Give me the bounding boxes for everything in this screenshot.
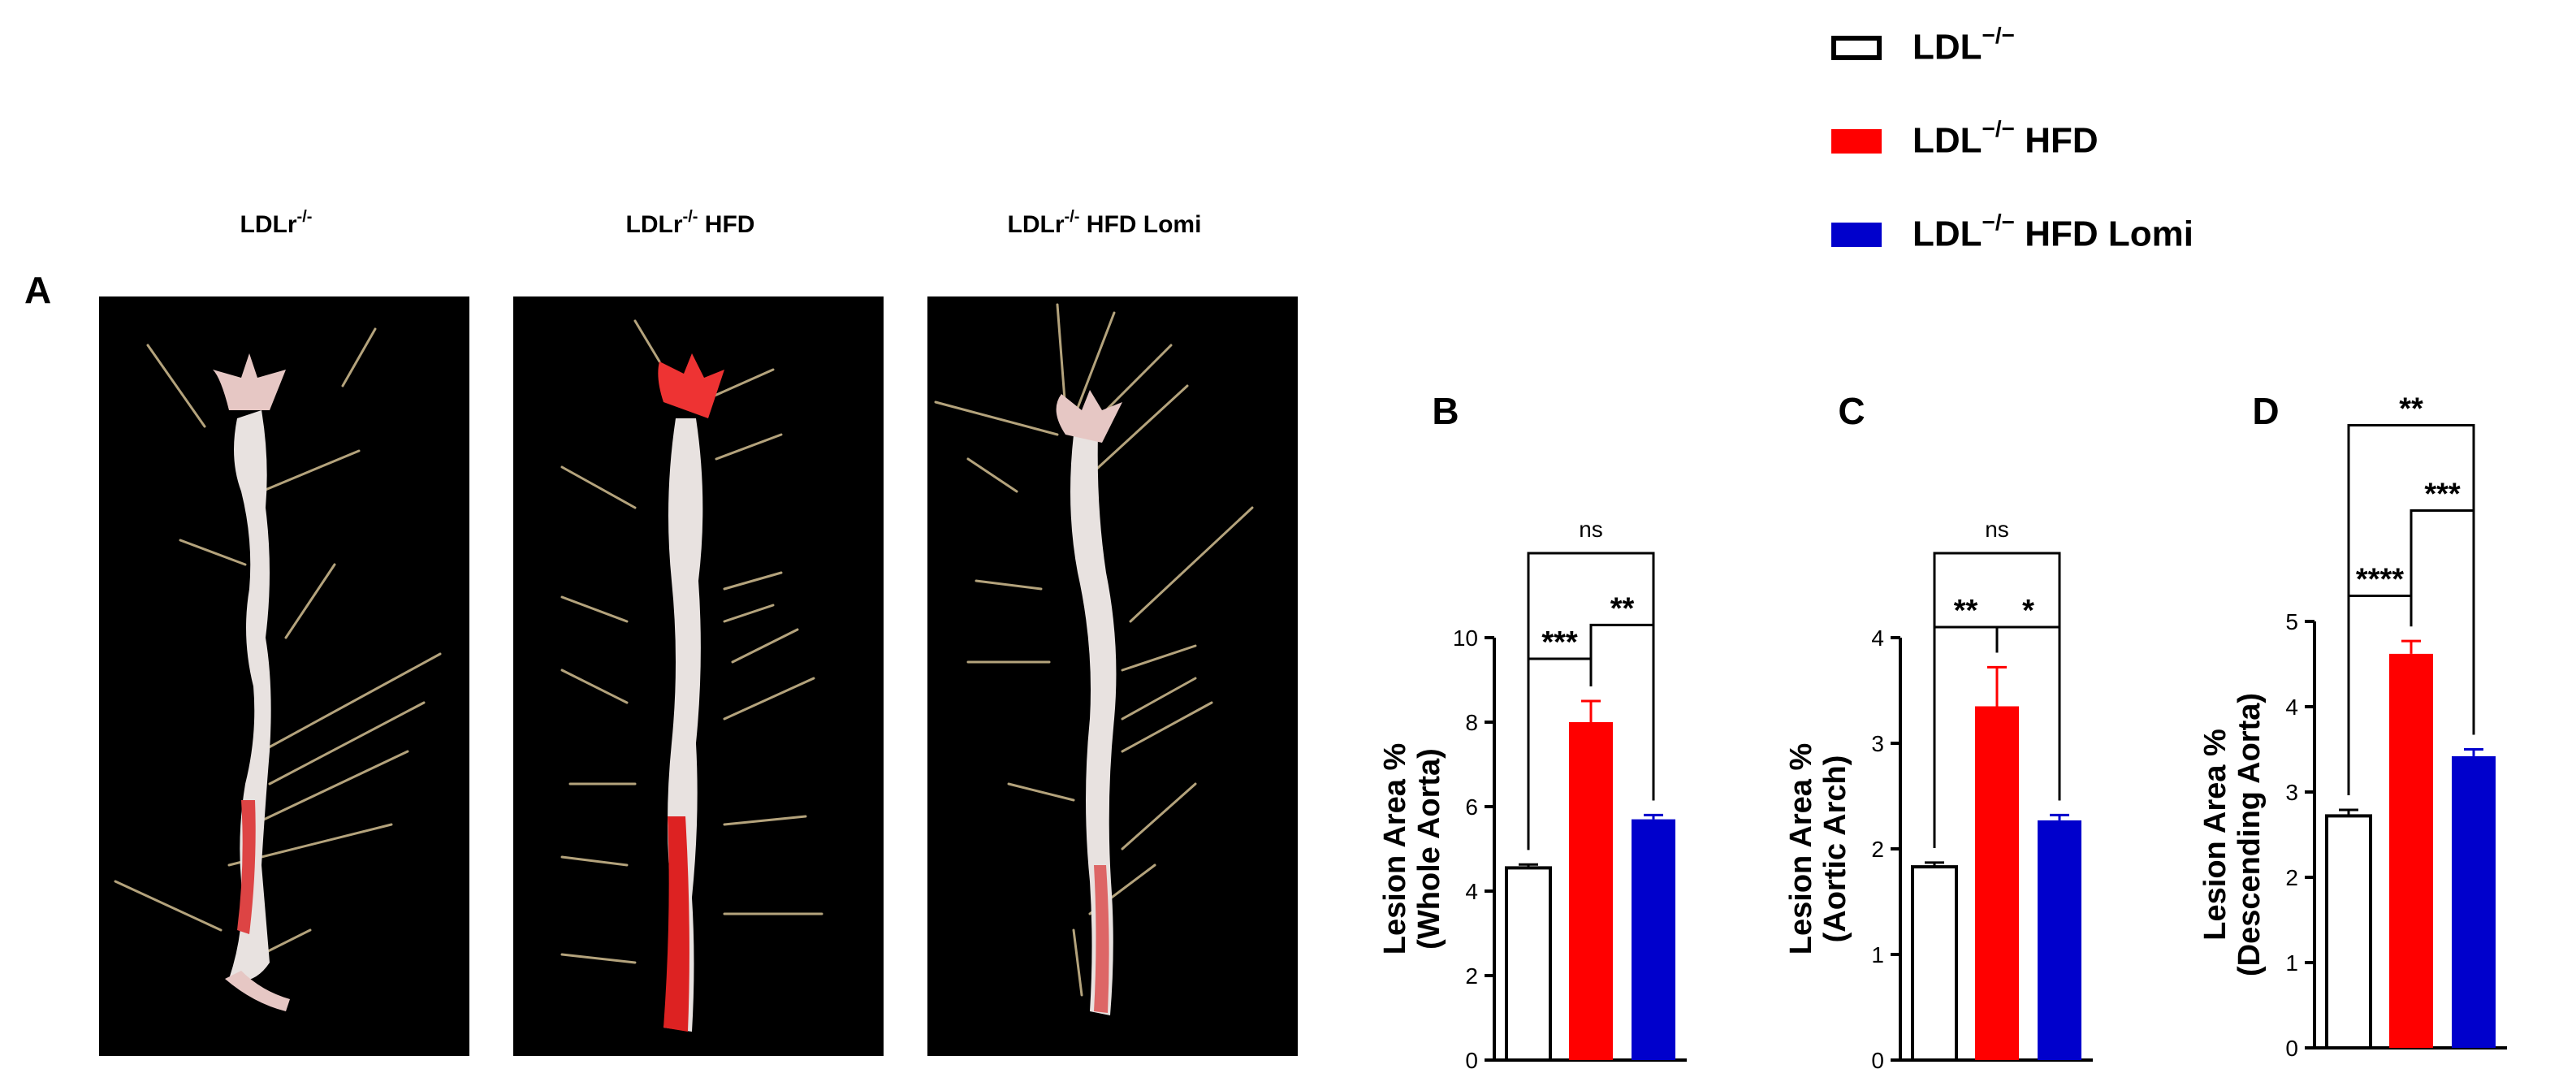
significance-bracket: **** [2347, 563, 2413, 796]
bar [1911, 865, 1958, 1062]
significance-label: ** [1954, 594, 1978, 628]
significance-bracket: * [1995, 594, 2061, 801]
bracket-line [1527, 657, 1593, 850]
y-tick-label: 4 [2285, 695, 2298, 720]
y-tick-label: 0 [1465, 1048, 1478, 1073]
bracket-line [1589, 623, 1655, 801]
y-tick-label: 8 [1465, 710, 1478, 735]
photo-title-ldlr-hfd: LDLr-/- HFD [625, 208, 755, 238]
panel-letter: C [1838, 390, 1865, 432]
bracket-line [1995, 625, 2061, 801]
legend-label-ldl-hfd: LDL−/− HFD [1913, 116, 2098, 161]
photo-title-ldlr-hfd-lomi: LDLr-/- HFD Lomi [1007, 208, 1202, 238]
bar [1632, 819, 1675, 1060]
bracket-line [2347, 595, 2413, 796]
significance-label: *** [2424, 478, 2461, 512]
bracket-line [2410, 509, 2475, 735]
y-tick-label: 4 [1465, 879, 1478, 904]
significance-label: ** [1610, 591, 1635, 625]
y-axis-label: Lesion Area % [1378, 743, 1412, 954]
panel-a-label: A [24, 269, 52, 311]
significance-label: *** [1541, 625, 1578, 660]
legend-label-ldl-hfd-lomi: LDL−/− HFD Lomi [1913, 210, 2193, 254]
y-tick-label: 1 [2285, 950, 2298, 976]
significance-bracket: ** [1589, 591, 1655, 801]
y-axis-label-sub: (Whole Aorta) [1412, 748, 1446, 950]
significance-bracket: *** [1527, 625, 1593, 850]
significance-label: **** [2356, 563, 2404, 597]
y-tick-label: 0 [1871, 1048, 1884, 1073]
y-axis-label: Lesion Area % [1784, 743, 1818, 954]
bar [1569, 722, 1613, 1060]
legend-swatch-ldl-hfd [1831, 129, 1882, 154]
significance-label: * [2022, 594, 2034, 628]
panel-letter: D [2252, 390, 2279, 432]
significance-bracket: *** [2410, 478, 2475, 735]
y-tick-label: 2 [1465, 963, 1478, 989]
photo-title-ldlr: LDLr-/- [240, 208, 313, 238]
legend-label-ldl: LDL−/− [1913, 23, 2016, 67]
y-axis-label-sub: (Aortic Arch) [1818, 755, 1852, 943]
y-tick-label: 3 [1871, 731, 1884, 756]
y-axis-label-sub: (Descending Aorta) [2232, 693, 2267, 976]
y-tick-label: 2 [1871, 837, 1884, 862]
significance-label: ** [2399, 392, 2423, 426]
y-tick-label: 6 [1465, 794, 1478, 820]
legend-swatch-ldl [1831, 36, 1882, 60]
bar [1505, 866, 1552, 1063]
bar [2038, 820, 2081, 1060]
y-tick-label: 10 [1453, 625, 1478, 651]
bar [2389, 653, 2433, 1048]
panel-letter: B [1432, 390, 1459, 432]
y-tick-label: 3 [2285, 780, 2298, 805]
bar [1975, 706, 2019, 1060]
aorta-photo-ldlr-hfd [513, 296, 884, 1056]
y-tick-label: 1 [1871, 942, 1884, 967]
aorta-photo-ldlr [99, 296, 469, 1056]
y-axis-label: Lesion Area % [2198, 729, 2232, 940]
bar [2452, 755, 2496, 1048]
bar-chart-descending-aorta: D 0 1 2 3 4 5 Lesion Area % (Descending Aorta) **… [2198, 390, 2507, 1061]
y-tick-label: 0 [2285, 1036, 2298, 1061]
y-tick-label: 4 [1871, 625, 1884, 651]
significance-label: ns [1985, 517, 2009, 542]
legend-swatch-ldl-hfd-lomi [1831, 223, 1882, 247]
y-tick-label: 2 [2285, 865, 2298, 890]
significance-label: ns [1579, 517, 1603, 542]
y-tick-label: 5 [2285, 609, 2298, 634]
aorta-photo-ldlr-hfd-lomi [927, 296, 1298, 1056]
bar [2325, 814, 2372, 1050]
